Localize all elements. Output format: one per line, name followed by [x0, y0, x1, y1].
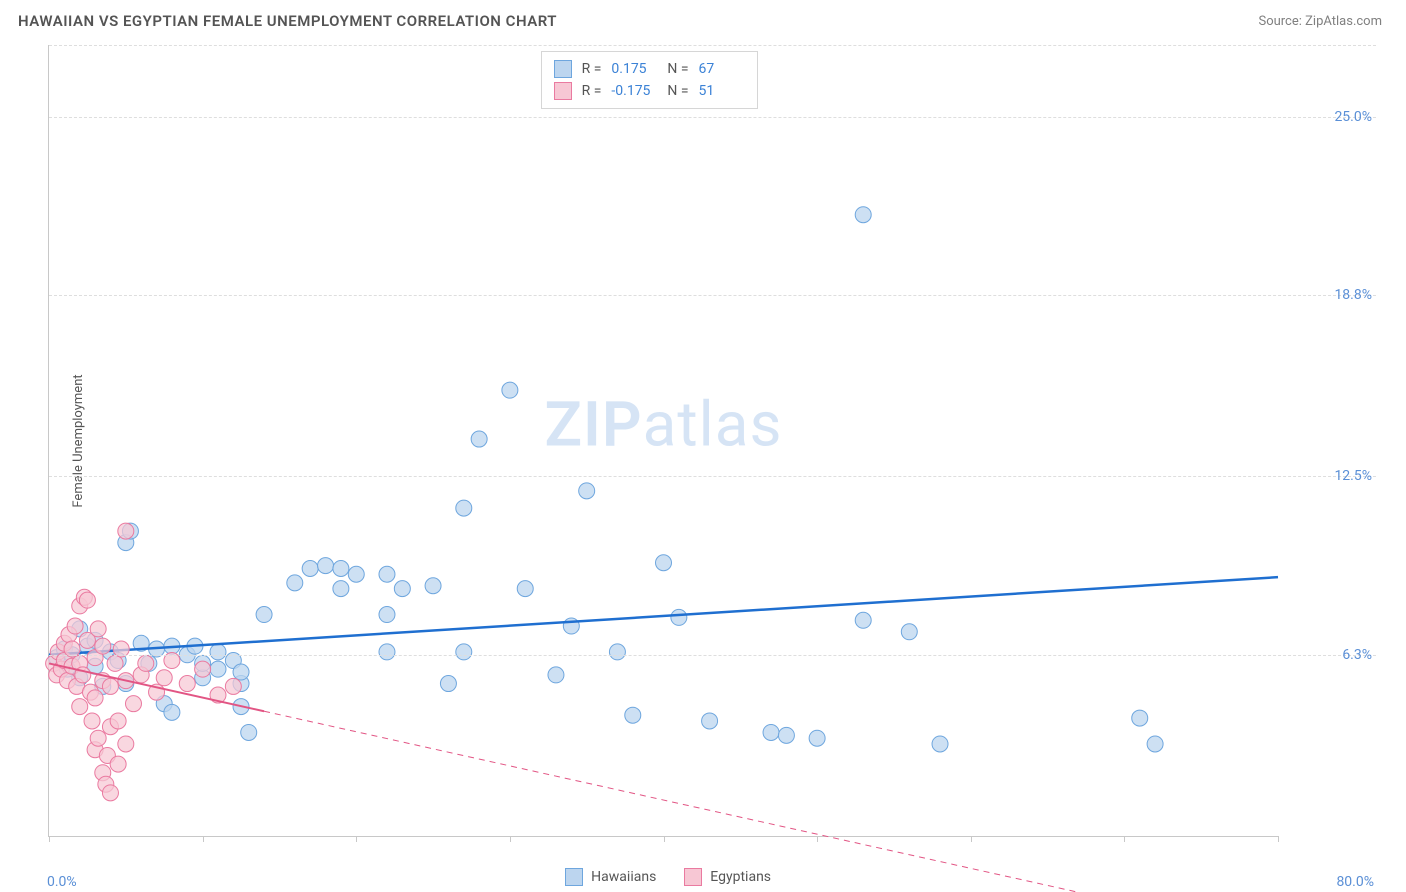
chart-container: Female Unemployment ZIPatlas R = 0.175 N…	[48, 45, 1376, 837]
n-label: N =	[667, 61, 688, 77]
n-label: N =	[667, 83, 688, 99]
plot-area: ZIPatlas R = 0.175 N = 67 R = -0.175 N =…	[48, 45, 1278, 837]
legend-stats-box: R = 0.175 N = 67 R = -0.175 N = 51	[541, 51, 758, 109]
r-label: R =	[582, 61, 602, 77]
legend-item-egyptians: Egyptians	[684, 868, 771, 886]
swatch-egyptians-2	[684, 868, 702, 886]
scatter-svg	[49, 45, 1278, 836]
x-max-label: 80.0%	[1336, 874, 1374, 890]
x-min-label: 0.0%	[47, 874, 77, 890]
legend-stats-row-1: R = -0.175 N = 51	[554, 80, 745, 102]
legend-stats-row-0: R = 0.175 N = 67	[554, 58, 745, 80]
n-value-0: 67	[699, 61, 745, 77]
r-label: R =	[582, 83, 602, 99]
bottom-legend: Hawaiians Egyptians	[565, 868, 771, 886]
legend-item-hawaiians: Hawaiians	[565, 868, 656, 886]
n-value-1: 51	[699, 83, 745, 99]
swatch-egyptians	[554, 82, 572, 100]
chart-title: HAWAIIAN VS EGYPTIAN FEMALE UNEMPLOYMENT…	[18, 12, 557, 30]
legend-label-1: Egyptians	[710, 869, 771, 885]
y-tick-label: 25.0%	[1334, 109, 1372, 125]
swatch-hawaiians	[554, 60, 572, 78]
swatch-hawaiians-2	[565, 868, 583, 886]
y-tick-label: 6.3%	[1342, 647, 1372, 663]
r-value-1: -0.175	[611, 83, 657, 99]
r-value-0: 0.175	[611, 61, 657, 77]
legend-label-0: Hawaiians	[591, 869, 656, 885]
y-tick-label: 18.8%	[1334, 287, 1372, 303]
source-attribution: Source: ZipAtlas.com	[1258, 14, 1382, 29]
y-tick-label: 12.5%	[1334, 468, 1372, 484]
